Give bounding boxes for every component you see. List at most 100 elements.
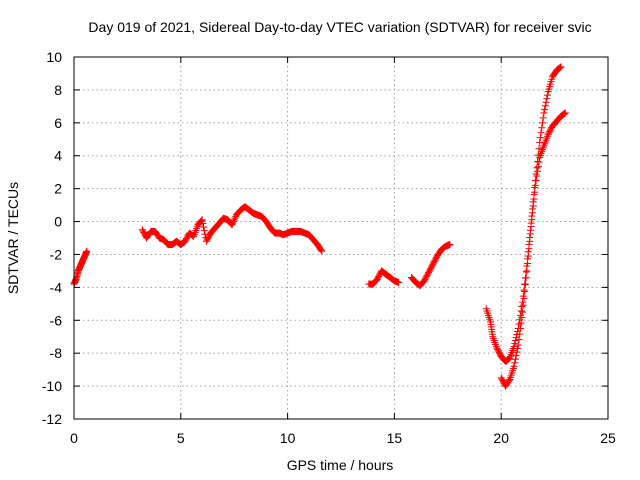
data-point xyxy=(517,307,525,315)
data-point xyxy=(516,325,524,332)
data-point xyxy=(521,281,529,289)
data-point xyxy=(523,267,531,275)
y-tick-label: -6 xyxy=(50,312,63,328)
data-point xyxy=(511,340,519,348)
data-point xyxy=(231,214,239,222)
data-point xyxy=(521,287,529,295)
data-point xyxy=(199,219,207,227)
data-point xyxy=(514,345,522,353)
data-point xyxy=(533,172,541,180)
plot-frame xyxy=(73,56,609,420)
data-point xyxy=(519,301,527,309)
data-point xyxy=(522,274,530,282)
y-tick-label: 4 xyxy=(54,148,62,164)
data-point xyxy=(524,260,532,268)
data-point xyxy=(317,246,325,254)
data-point xyxy=(561,109,569,117)
data-point xyxy=(446,241,454,249)
x-tick-label: 25 xyxy=(600,430,616,446)
data-point xyxy=(538,119,546,127)
data-point xyxy=(527,222,535,230)
y-tick-label: 6 xyxy=(54,115,62,131)
x-tick-label: 5 xyxy=(177,430,185,446)
data-point xyxy=(526,230,534,238)
chart-title: Day 019 of 2021, Sidereal Day-to-day VTE… xyxy=(88,19,591,35)
data-point xyxy=(200,227,208,235)
data-point xyxy=(524,252,532,260)
data-point xyxy=(534,167,542,175)
x-tick-label: 15 xyxy=(387,430,403,446)
data-point xyxy=(528,216,536,224)
data-point xyxy=(556,63,564,71)
data-point xyxy=(513,348,521,356)
data-point xyxy=(519,308,527,316)
data-point xyxy=(536,139,544,147)
data-point xyxy=(530,195,538,203)
data-point xyxy=(543,91,551,99)
data-point xyxy=(535,158,543,166)
data-point xyxy=(395,278,403,286)
data-point xyxy=(533,164,541,172)
data-point xyxy=(540,109,548,117)
y-tick-label: -4 xyxy=(50,279,63,295)
x-axis-label: GPS time / hours xyxy=(287,457,394,473)
data-point xyxy=(534,163,542,171)
data-point xyxy=(531,181,539,189)
data-point xyxy=(518,314,526,322)
data-point xyxy=(515,335,523,343)
data-point xyxy=(200,223,208,231)
data-point xyxy=(229,219,237,227)
data-point xyxy=(561,109,569,117)
data-point xyxy=(516,330,524,338)
data-point xyxy=(228,221,236,229)
data-point xyxy=(512,352,520,360)
data-point xyxy=(521,280,529,288)
data-point xyxy=(519,298,527,306)
data-point xyxy=(529,209,537,217)
data-point xyxy=(542,98,550,106)
y-tick-label: 8 xyxy=(54,82,62,98)
data-point xyxy=(537,129,545,137)
y-tick-label: -10 xyxy=(42,378,62,394)
y-tick-label: -12 xyxy=(42,411,62,427)
data-point xyxy=(556,64,564,72)
data-point xyxy=(511,337,519,345)
data-point xyxy=(538,124,546,132)
data-point xyxy=(525,245,533,253)
y-tick-label: -2 xyxy=(50,246,63,262)
data-point xyxy=(560,110,568,118)
data-point xyxy=(541,102,549,110)
data-point xyxy=(511,355,519,363)
data-point xyxy=(514,341,522,349)
y-axis-label: SDTVAR / TECUs xyxy=(5,182,21,294)
data-point xyxy=(534,157,542,165)
y-tick-label: 0 xyxy=(54,214,62,230)
data-point xyxy=(318,247,326,255)
x-tick-label: 0 xyxy=(70,430,78,446)
data-point xyxy=(505,377,513,385)
data-point xyxy=(518,303,526,311)
data-point xyxy=(539,114,547,122)
data-points xyxy=(70,63,569,390)
data-point xyxy=(532,177,540,185)
data-point xyxy=(520,286,528,294)
data-point xyxy=(510,343,518,351)
data-point xyxy=(520,294,528,302)
data-point xyxy=(541,105,549,113)
data-point xyxy=(198,216,206,224)
data-point xyxy=(536,134,544,142)
data-point xyxy=(510,362,518,370)
data-point xyxy=(557,63,565,71)
x-tick-label: 20 xyxy=(493,430,509,446)
x-tick-label: 10 xyxy=(280,430,296,446)
y-tick-label: 10 xyxy=(46,49,62,65)
y-tick-label: 2 xyxy=(54,181,62,197)
data-point xyxy=(511,359,519,367)
data-point xyxy=(529,202,537,210)
data-point xyxy=(526,237,534,245)
grid xyxy=(74,57,608,419)
data-point xyxy=(531,188,539,196)
data-point xyxy=(83,247,91,255)
y-tick-label: -8 xyxy=(50,345,63,361)
